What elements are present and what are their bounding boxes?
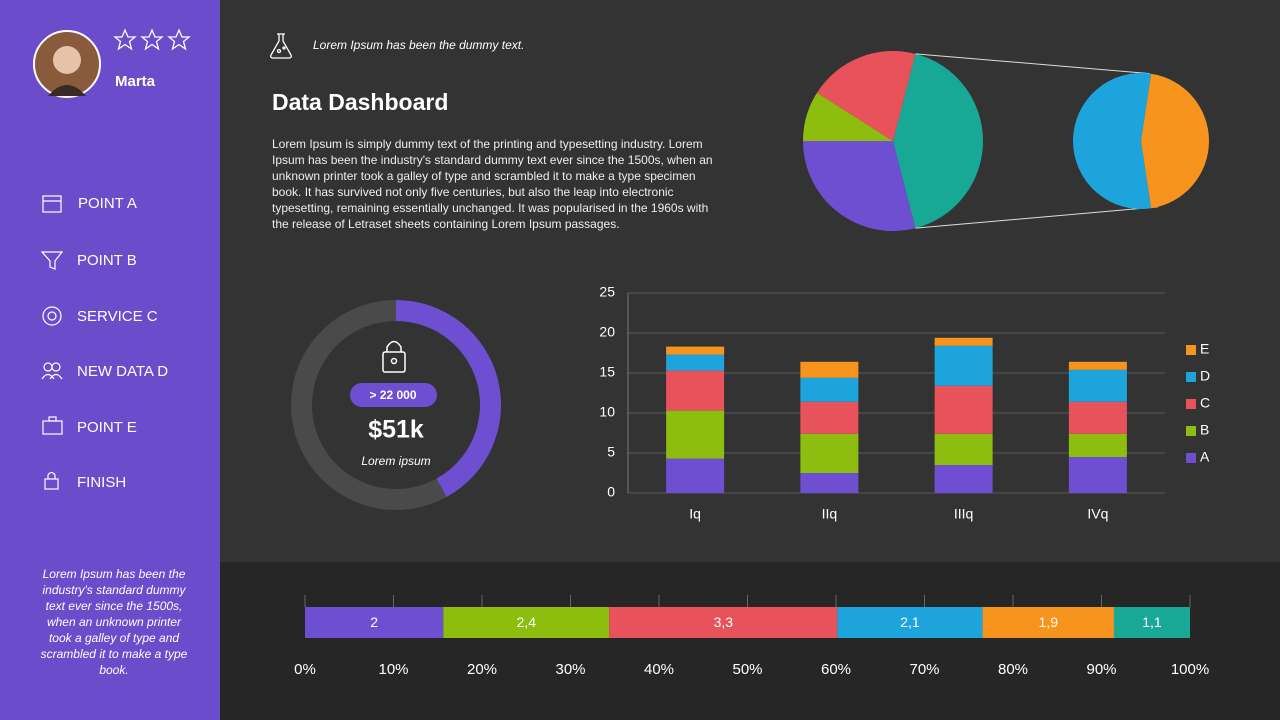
bar-segment (666, 410, 725, 459)
data-label: 1,1 (1142, 614, 1162, 630)
legend-label: D (1200, 368, 1210, 384)
page-title: Data Dashboard (272, 89, 448, 115)
x-tick-label: 30% (555, 661, 585, 678)
flask-icon (270, 33, 292, 59)
bar-segment (800, 377, 859, 402)
x-tick-label: IIq (822, 506, 838, 522)
x-tick-label: 60% (821, 661, 851, 678)
pie-slice (893, 53, 983, 229)
bar-segment (666, 354, 725, 371)
y-tick-label: 0 (607, 484, 615, 500)
legend-swatch (1186, 372, 1196, 382)
x-tick-label: 70% (909, 661, 939, 678)
pie-slice (803, 141, 916, 232)
x-tick-label: 0% (294, 661, 316, 678)
legend-label: E (1200, 341, 1209, 357)
bar-segment (800, 473, 859, 493)
data-label: 2,4 (517, 614, 537, 630)
x-tick-label: Iq (689, 506, 701, 522)
stars (113, 28, 191, 51)
menu-item[interactable]: POINT A (78, 195, 137, 212)
menu-item[interactable]: POINT E (77, 419, 137, 436)
y-tick-label: 20 (599, 324, 615, 340)
bar-segment (1068, 457, 1127, 493)
legend-label: A (1200, 449, 1210, 465)
kpi-value: $51k (368, 416, 424, 444)
badge-text: > 22 000 (369, 388, 416, 402)
y-tick-label: 10 (599, 404, 615, 420)
legend-label: B (1200, 422, 1209, 438)
y-tick-label: 25 (599, 284, 615, 300)
data-label: 2 (370, 614, 378, 630)
legend-label: C (1200, 395, 1210, 411)
avatar (33, 30, 101, 98)
user-name: Marta (115, 73, 156, 90)
bar-segment (305, 607, 444, 638)
bar-segment (934, 337, 993, 346)
secondary-pie-slice (1073, 73, 1152, 210)
x-tick-label: 10% (378, 661, 408, 678)
bar-segment (1068, 361, 1127, 370)
x-tick-label: 100% (1171, 661, 1209, 678)
pie-slice (803, 92, 893, 141)
badge (350, 383, 437, 407)
bar-segment (934, 465, 993, 493)
bar-segment (800, 401, 859, 434)
bar-segment (982, 607, 1114, 638)
kpi-caption: Lorem ipsum (361, 454, 430, 468)
menu-item[interactable]: SERVICE C (77, 308, 158, 325)
y-tick-label: 5 (607, 444, 615, 460)
pie-slice (817, 51, 916, 142)
legend-swatch (1186, 345, 1196, 355)
x-tick-label: 20% (467, 661, 497, 678)
bar-segment (934, 345, 993, 386)
bar-segment (609, 607, 838, 638)
connector (915, 206, 1158, 229)
donut-segment (395, 300, 501, 498)
x-tick-label: 90% (1086, 661, 1116, 678)
data-label: 2,1 (900, 614, 920, 630)
bar-segment (934, 433, 993, 465)
x-tick-label: IIIq (954, 506, 973, 522)
secondary-pie-slice (1141, 73, 1209, 209)
x-tick-label: 40% (644, 661, 674, 678)
menu-item[interactable]: FINISH (77, 474, 126, 491)
donut-segment (291, 300, 447, 510)
connector (915, 53, 1150, 75)
intro-text: Lorem Ipsum is simply dummy text of the … (272, 137, 713, 231)
bar-segment (837, 607, 983, 638)
y-tick-label: 15 (599, 364, 615, 380)
tagline: Lorem Ipsum has been the dummy text. (313, 38, 524, 52)
data-label: 3,3 (714, 614, 734, 630)
bar-segment (800, 433, 859, 473)
bar-segment (666, 370, 725, 411)
bar-segment (1068, 369, 1127, 402)
x-tick-label: IVq (1087, 506, 1108, 522)
bar-segment (1113, 607, 1190, 638)
menu-item[interactable]: NEW DATA D (77, 363, 168, 380)
sidebar (0, 0, 220, 720)
data-label: 1,9 (1039, 614, 1059, 630)
lock-icon (382, 340, 406, 373)
bottom-band (220, 562, 1280, 720)
legend-swatch (1186, 453, 1196, 463)
bar-segment (934, 385, 993, 434)
x-tick-label: 80% (998, 661, 1028, 678)
legend-swatch (1186, 399, 1196, 409)
bar-segment (666, 458, 725, 493)
bar-segment (1068, 433, 1127, 457)
sidebar-note: Lorem Ipsum has been the industry's stan… (40, 567, 188, 677)
bar-segment (443, 607, 610, 638)
menu-item[interactable]: POINT B (77, 252, 137, 269)
legend-swatch (1186, 426, 1196, 436)
menu-icons (40, 195, 64, 490)
bar-segment (800, 361, 859, 378)
x-tick-label: 50% (732, 661, 762, 678)
bar-segment (1068, 401, 1127, 434)
bar-segment (666, 346, 725, 355)
